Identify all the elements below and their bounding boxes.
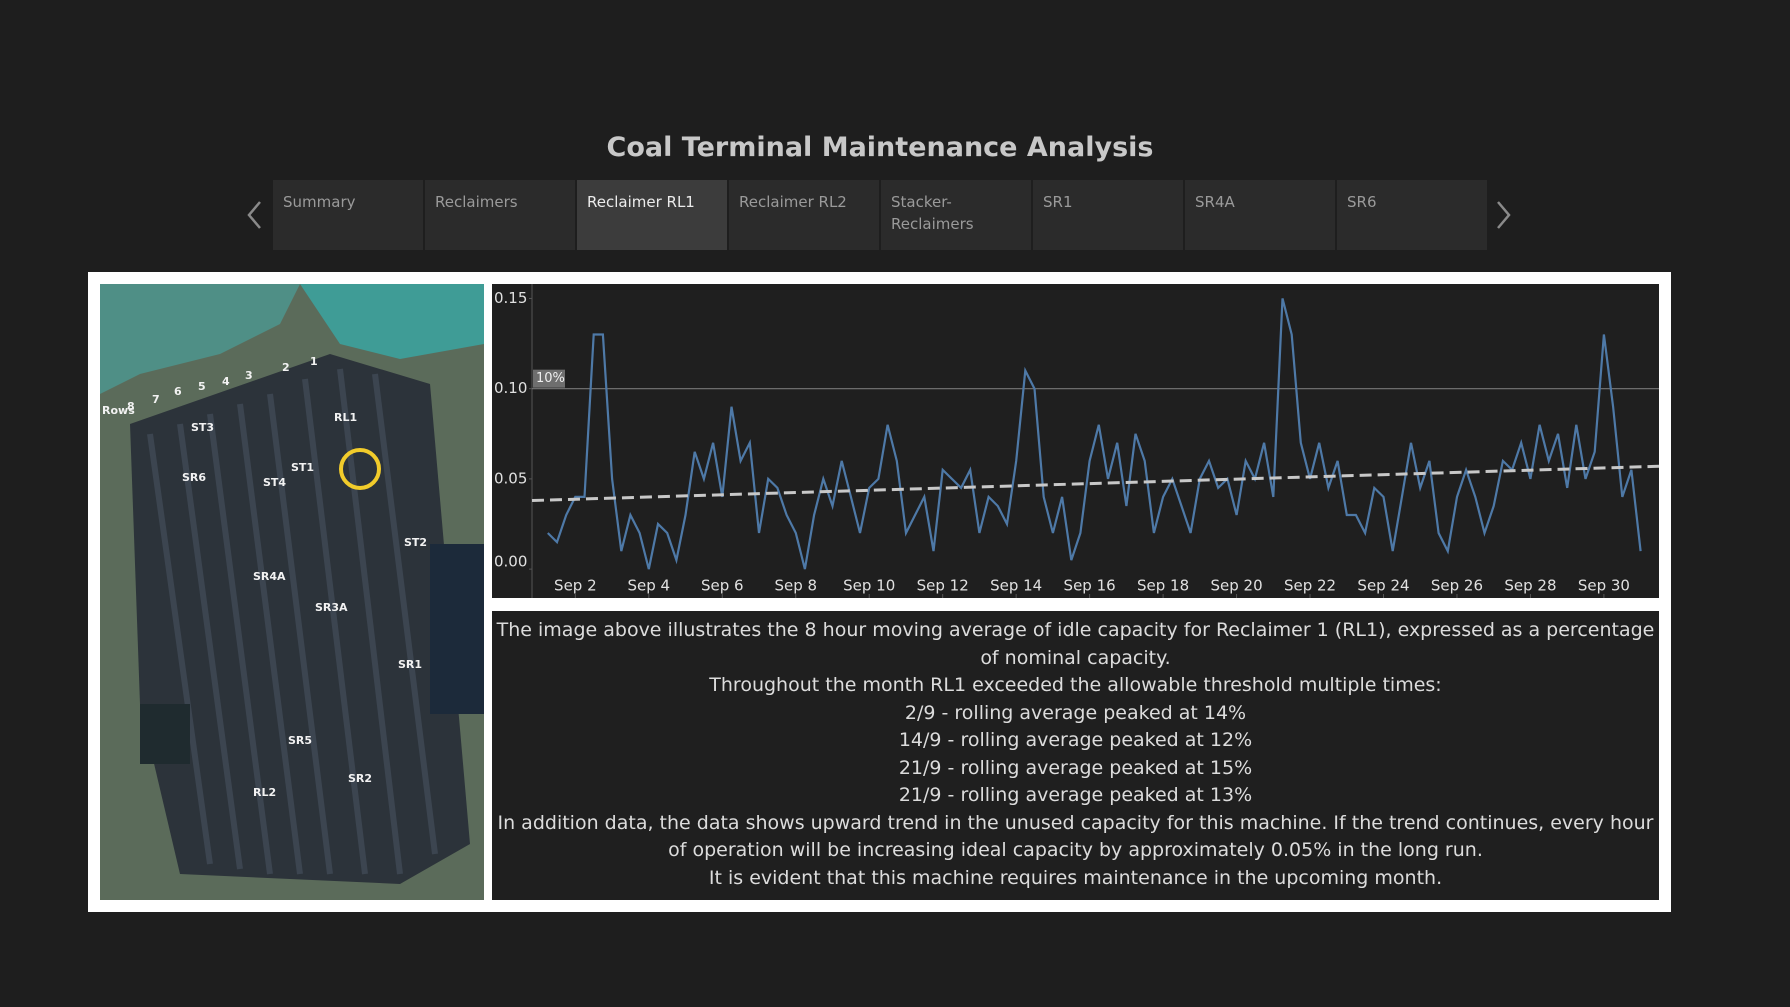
map-label: RL1 — [334, 411, 357, 424]
map-label: 2 — [282, 361, 290, 374]
map-label: SR6 — [182, 471, 206, 484]
x-tick-label: Sep 10 — [843, 577, 895, 595]
x-tick-label: Sep 20 — [1210, 577, 1262, 595]
line-chart: 0.15 0.10 0.05 0.00 Sep 2 Sep 4 Sep 6 Sep 8 Sep … — [492, 284, 1659, 598]
x-tick-label: Sep 16 — [1064, 577, 1116, 595]
description-line: In addition data, the data shows upward … — [497, 811, 1654, 862]
description-line: 2/9 - rolling average peaked at 14% — [904, 701, 1247, 724]
description-line: It is evident that this machine requires… — [708, 866, 1443, 889]
tab[interactable]: SR1 — [1033, 180, 1183, 250]
map-label: 8 — [127, 400, 135, 413]
highlight-circle — [339, 448, 381, 490]
description-line: 14/9 - rolling average peaked at 12% — [898, 729, 1253, 751]
tab[interactable]: Summary — [273, 180, 423, 250]
map-label: 6 — [174, 385, 182, 398]
map-label: ST4 — [263, 476, 286, 489]
map-label: 4 — [222, 375, 230, 388]
map-label: 7 — [152, 393, 160, 406]
y-tick-label: 0.10 — [494, 379, 527, 397]
x-tick-label: Sep 4 — [628, 577, 671, 595]
content-panel: Rows 8 7 6 5 4 3 2 1 RL1 ST3 SR6 ST4 ST1 ST2 SR4A SR3A SR… — [88, 272, 1671, 912]
x-tick-label: Sep 30 — [1578, 577, 1630, 595]
y-tick-label: 0.15 — [494, 289, 527, 307]
map-label: Rows — [102, 404, 135, 417]
map-label: 3 — [245, 369, 253, 382]
x-tick-label: Sep 2 — [554, 577, 597, 595]
dashboard-title: Coal Terminal Maintenance Analysis — [606, 132, 1154, 163]
prev-arrow[interactable] — [244, 198, 266, 232]
tab[interactable]: Stacker-Reclaimers — [881, 180, 1031, 250]
description-line: 21/9 - rolling average peaked at 13% — [898, 784, 1253, 806]
map-label: SR2 — [348, 772, 372, 785]
x-tick-label: Sep 8 — [774, 577, 817, 595]
x-tick-label: Sep 6 — [701, 577, 744, 595]
map-label: RL2 — [253, 786, 276, 799]
x-tick-label: Sep 26 — [1431, 577, 1483, 595]
map-label: SR4A — [253, 570, 286, 583]
description-line: Throughout the month RL1 exceeded the al… — [709, 674, 1442, 696]
reference-label-bg — [533, 369, 565, 388]
map-label: 1 — [310, 355, 318, 368]
reference-label: 10% — [536, 371, 565, 386]
map-label: ST1 — [291, 461, 314, 474]
tab[interactable]: SR4A — [1185, 180, 1335, 250]
description: The image above illustrates the 8 hour m… — [492, 611, 1659, 900]
x-tick-label: Sep 12 — [917, 577, 969, 595]
x-tick-label: Sep 18 — [1137, 577, 1189, 595]
next-arrow[interactable] — [1492, 198, 1514, 232]
map-label: ST2 — [404, 536, 427, 549]
description-line: 21/9 - rolling average peaked at 15% — [898, 756, 1253, 779]
x-tick-label: Sep 14 — [990, 577, 1042, 595]
tab[interactable]: Reclaimer RL1 — [577, 180, 727, 250]
description-line: The image above illustrates the 8 hour m… — [496, 619, 1655, 669]
y-tick-label: 0.05 — [494, 469, 527, 487]
x-tick-label: Sep 24 — [1357, 577, 1409, 595]
map-label: SR1 — [398, 658, 422, 671]
tab[interactable]: Reclaimers — [425, 180, 575, 250]
x-tick-label: Sep 28 — [1504, 577, 1556, 595]
y-tick-label: 0.00 — [494, 553, 527, 571]
tab[interactable]: Reclaimer RL2 — [729, 180, 879, 250]
map-label: SR5 — [288, 734, 312, 747]
map-label: ST3 — [191, 421, 214, 434]
map-label: SR3A — [315, 601, 348, 614]
data-line — [547, 298, 1642, 570]
tab-bar: Summary Reclaimers Reclaimer RL1 Reclaimer … — [273, 180, 1489, 250]
x-tick-label: Sep 22 — [1284, 577, 1336, 595]
map-label: 5 — [198, 380, 206, 393]
trend-line — [531, 464, 1659, 503]
tab[interactable]: SR6 — [1337, 180, 1487, 250]
